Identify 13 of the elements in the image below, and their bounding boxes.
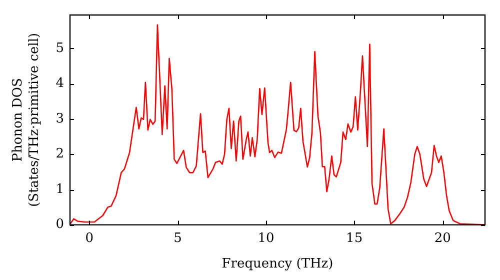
x-tick-label: 15: [346, 230, 363, 246]
x-tick-label: 0: [85, 230, 94, 246]
y-tick-label: 0: [56, 217, 64, 232]
y-tick-label: 1: [56, 182, 64, 197]
y-axis-title: Phonon DOS (States/THz·primitive cell): [10, 32, 42, 207]
x-tick-label: 10: [258, 230, 274, 246]
y-tick-label: 5: [56, 40, 64, 56]
x-tick-label: 5: [174, 230, 182, 246]
x-tick-label: 20: [434, 230, 451, 246]
y-tick-label: 2: [56, 146, 64, 162]
x-axis-title: Frequency (THz): [222, 256, 334, 272]
y-tick-label: 3: [56, 111, 64, 126]
y-tick-label: 4: [56, 76, 64, 92]
